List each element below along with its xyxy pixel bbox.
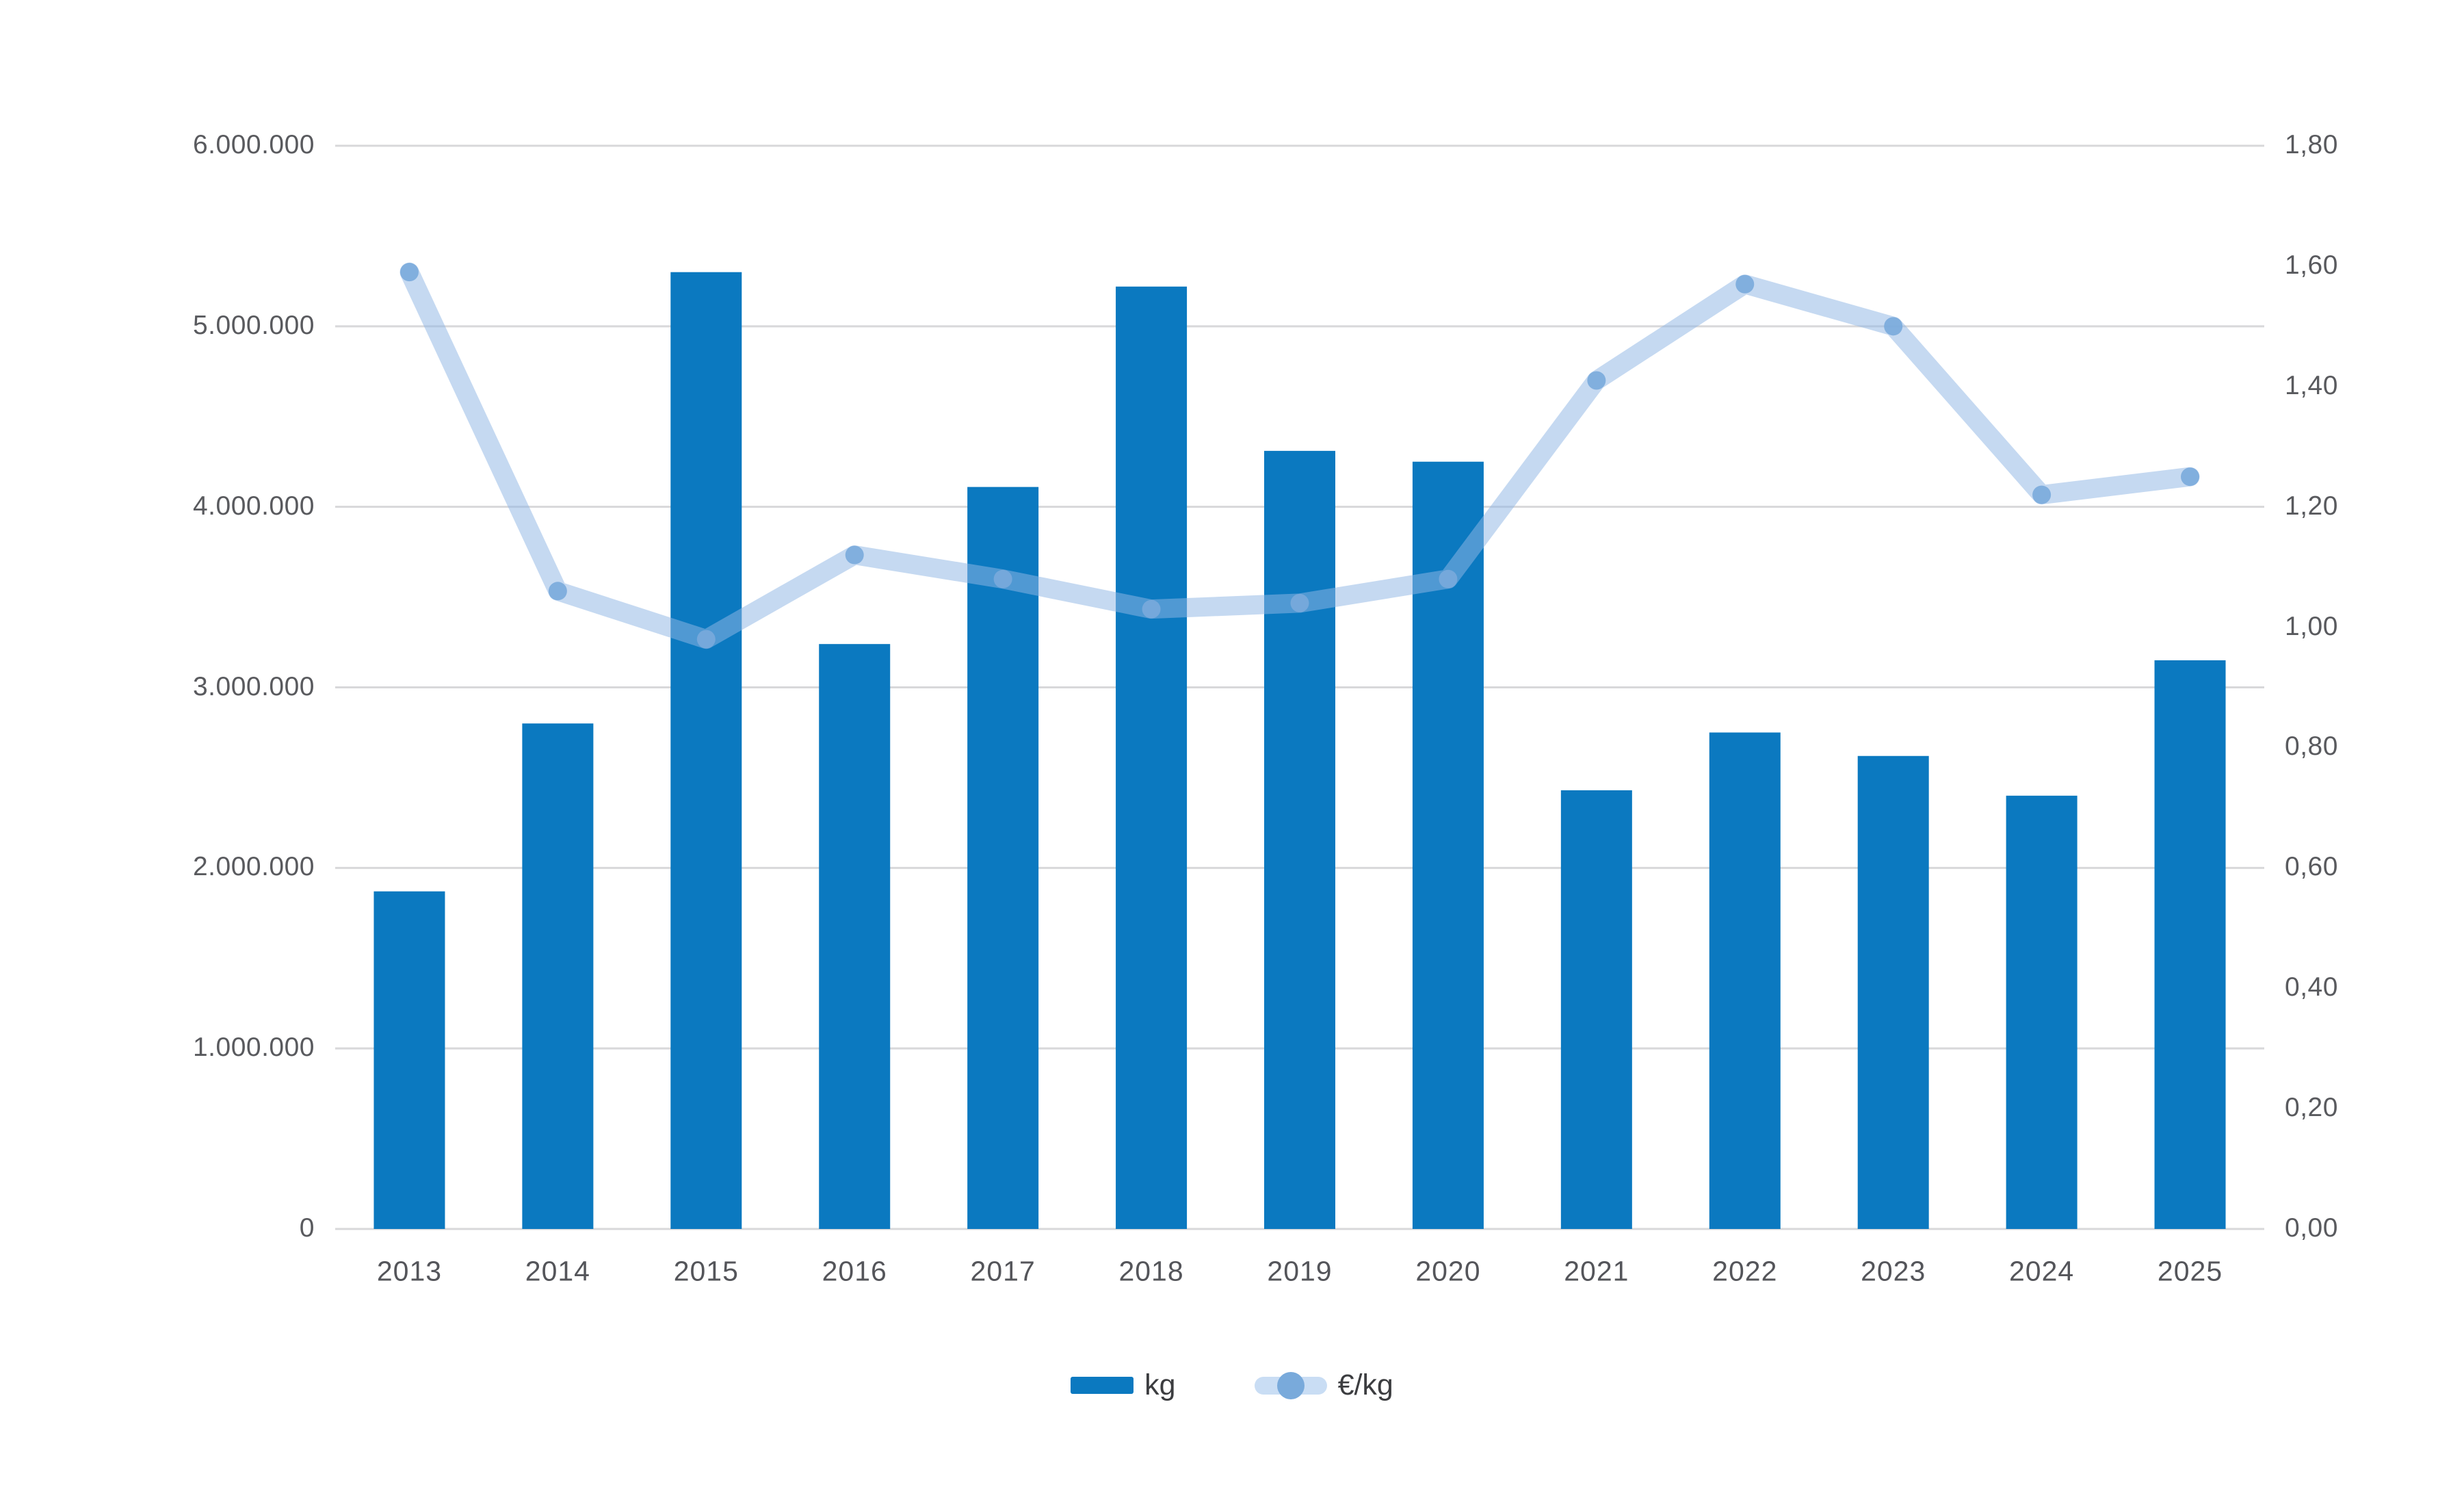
bar-2024: [2006, 795, 2078, 1229]
eur-per-kg-line-swatch-icon: [1254, 1371, 1327, 1399]
eur-per-kg-point-2025: [2181, 467, 2200, 487]
eur-per-kg-point-2021: [1587, 371, 1606, 390]
eur-per-kg-point-2024: [2032, 485, 2052, 504]
bar-2017: [967, 487, 1039, 1229]
legend-label-kg: kg: [1144, 1369, 1176, 1401]
eur-per-kg-point-2020: [1439, 569, 1458, 588]
eur-per-kg-point-2023: [1884, 317, 1903, 336]
bar-2021: [1560, 790, 1632, 1229]
legend: kg €/kg: [0, 1369, 2464, 1402]
eur-per-kg-point-2016: [845, 545, 864, 565]
eur-per-kg-point-2022: [1735, 274, 1755, 294]
eur-per-kg-point-2018: [1142, 599, 1161, 619]
bar-2014: [522, 723, 594, 1229]
eur-per-kg-dot-icon: [1276, 1371, 1305, 1399]
eur-per-kg-point-2014: [548, 582, 567, 601]
legend-item-eur-per-kg: €/kg: [1254, 1369, 1393, 1402]
bar-2018: [1116, 286, 1188, 1229]
bar-2013: [373, 891, 445, 1229]
eur-per-kg-point-2015: [696, 630, 716, 649]
bar-2025: [2154, 660, 2226, 1229]
bar-2019: [1264, 450, 1335, 1229]
eur-per-kg-point-2019: [1290, 593, 1309, 612]
bar-2023: [1857, 755, 1929, 1229]
kg-bar-swatch-icon: [1071, 1377, 1134, 1394]
legend-label-eur-per-kg: €/kg: [1337, 1369, 1393, 1401]
legend-item-kg: kg: [1071, 1369, 1176, 1402]
bar-2022: [1709, 732, 1781, 1229]
eur-per-kg-point-2017: [993, 569, 1012, 588]
eur-per-kg-point-2013: [399, 263, 419, 282]
bar-2015: [670, 272, 742, 1229]
bar-2016: [819, 644, 891, 1229]
